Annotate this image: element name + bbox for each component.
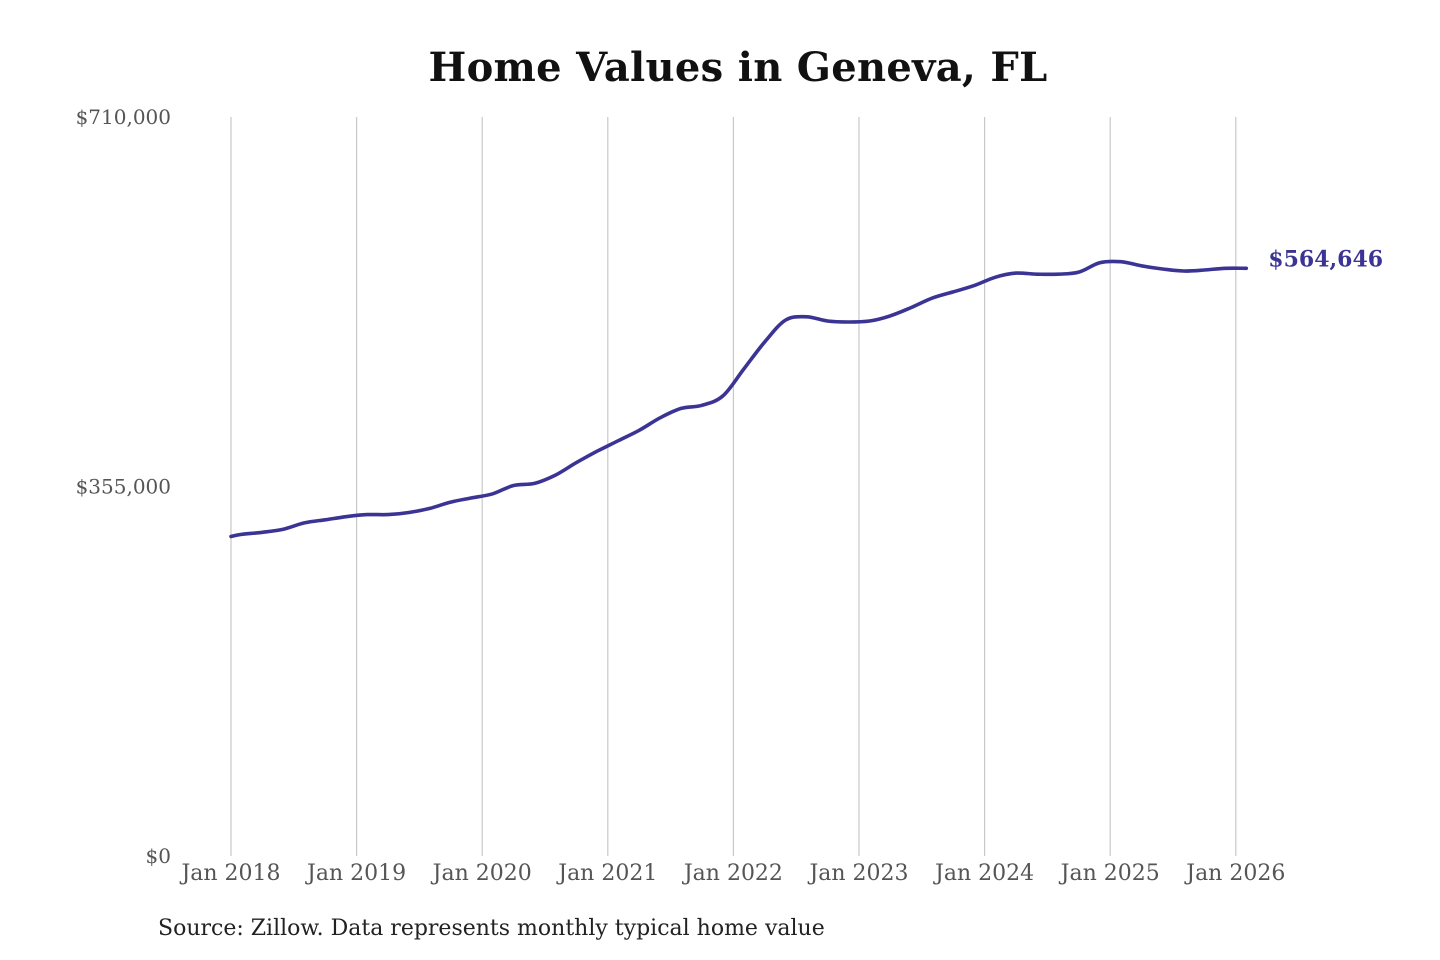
- x-axis-tick-labels: Jan 2018 Jan 2019 Jan 2020 Jan 2021 Jan 2022…: [179, 861, 1285, 886]
- y-axis-tick-labels: $0 $355,000 $710,000: [76, 105, 171, 868]
- x-tick-label: Jan 2022: [682, 861, 783, 886]
- series-line-0: [229, 259, 1249, 539]
- x-tick-label: Jan 2019: [305, 861, 406, 886]
- x-tick-label: Jan 2020: [431, 861, 532, 886]
- grid-lines: [230, 117, 1237, 856]
- source-note: Source: Zillow. Data represents monthly …: [158, 916, 825, 941]
- y-tick-label: $355,000: [76, 475, 171, 499]
- x-tick-label: Jan 2026: [1184, 861, 1285, 886]
- y-tick-label: $0: [146, 844, 171, 868]
- end-value-label: $564,646: [1268, 246, 1383, 272]
- end-label-layer: $564,646: [1268, 246, 1383, 272]
- chart-title: Home Values in Geneva, FL: [428, 44, 1048, 91]
- x-tick-label: Jan 2021: [556, 861, 657, 886]
- x-tick-label: Jan 2025: [1059, 861, 1160, 886]
- series-layer: [229, 259, 1249, 539]
- x-tick-label: Jan 2018: [179, 861, 280, 886]
- x-tick-label: Jan 2023: [807, 861, 908, 886]
- y-tick-label: $710,000: [76, 105, 171, 129]
- x-tick-label: Jan 2024: [933, 861, 1034, 886]
